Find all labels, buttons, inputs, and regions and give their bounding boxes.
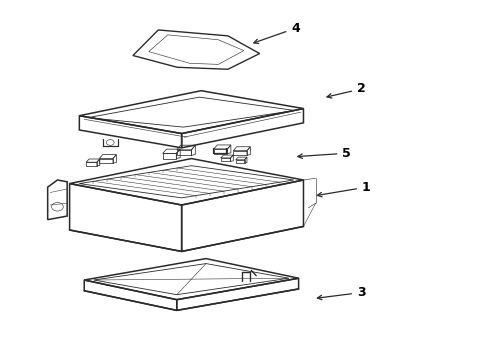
Text: 5: 5 [298,147,351,160]
Text: 2: 2 [327,82,366,98]
Text: 3: 3 [318,286,366,300]
Text: 1: 1 [318,181,370,197]
Text: 4: 4 [254,22,300,44]
